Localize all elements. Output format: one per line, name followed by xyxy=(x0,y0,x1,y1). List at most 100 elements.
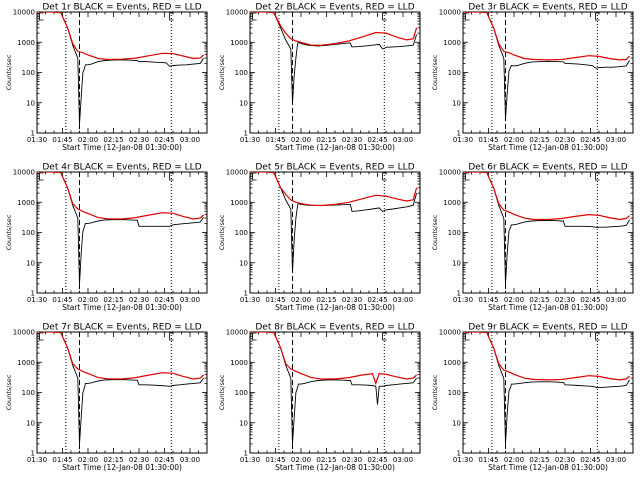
panel-title: Det 3r BLACK = Events, RED = LLD xyxy=(468,3,627,13)
panel-title: Det 2r BLACK = Events, RED = LLD xyxy=(255,3,414,13)
plot-frame xyxy=(36,331,208,454)
events-series-line xyxy=(37,332,204,444)
x-axis-label: Start Time (12-Jan-08 01:30:00) xyxy=(62,303,182,312)
x-tick-label: 02:45 xyxy=(580,136,600,144)
detector-panel-9: Det 9r BLACK = Events, RED = LLD 1 10 100 10… xyxy=(431,323,634,472)
x-tick-label: 02:00 xyxy=(504,456,524,464)
x-tick-label: 02:15 xyxy=(529,296,549,304)
x-tick-label: 02:30 xyxy=(129,296,149,304)
bracket-marker xyxy=(169,332,174,341)
y-tick-label: 1 xyxy=(31,290,35,298)
bracket-marker xyxy=(39,172,44,181)
x-tick-label: 03:00 xyxy=(393,456,413,464)
y-tick-label: 1 xyxy=(244,450,248,458)
bracket-marker xyxy=(382,172,387,181)
x-tick-label: 01:30 xyxy=(240,456,260,464)
lld-series-line xyxy=(463,12,631,61)
x-axis-label: Start Time (12-Jan-08 01:30:00) xyxy=(275,303,395,312)
events-series-line xyxy=(463,332,630,444)
plot-frame xyxy=(462,171,634,294)
x-tick-label: 02:15 xyxy=(316,456,336,464)
x-tick-label: 03:00 xyxy=(180,136,200,144)
panel-title: Det 6r BLACK = Events, RED = LLD xyxy=(468,163,627,173)
x-tick-label: 01:45 xyxy=(478,296,498,304)
y-axis-label: Counts/sec xyxy=(218,374,226,410)
y-tick-label: 10000 xyxy=(439,9,461,17)
x-tick-label: 03:00 xyxy=(606,296,626,304)
x-tick-label: 01:45 xyxy=(265,296,285,304)
x-tick-label: 01:45 xyxy=(52,296,72,304)
plot-frame xyxy=(36,171,208,294)
y-tick-label: 10 xyxy=(452,419,461,427)
y-tick-label: 1000 xyxy=(230,359,248,367)
panel-title: Det 5r BLACK = Events, RED = LLD xyxy=(255,163,414,173)
y-axis-label: Counts/sec xyxy=(218,54,226,90)
x-tick-label: 02:45 xyxy=(580,456,600,464)
lld-series-line xyxy=(250,172,418,207)
y-tick-label: 100 xyxy=(22,389,35,397)
x-tick-label: 01:30 xyxy=(27,456,47,464)
y-tick-label: 1000 xyxy=(230,199,248,207)
bracket-marker xyxy=(595,12,600,21)
x-tick-label: 02:00 xyxy=(291,136,311,144)
detector-panel-8: Det 8r BLACK = Events, RED = LLD 1 10 100 10… xyxy=(218,323,421,472)
panel-title: Det 4r BLACK = Events, RED = LLD xyxy=(42,163,201,173)
panel-title: Det 8r BLACK = Events, RED = LLD xyxy=(255,323,414,333)
detector-panel-5: Det 5r BLACK = Events, RED = LLD 1 10 100 10… xyxy=(218,163,421,312)
bracket-marker xyxy=(382,332,387,341)
y-tick-label: 10 xyxy=(26,99,35,107)
y-tick-label: 10000 xyxy=(13,9,35,17)
x-tick-label: 03:00 xyxy=(606,456,626,464)
events-series-line xyxy=(250,172,418,272)
x-tick-label: 01:30 xyxy=(453,136,473,144)
y-tick-label: 1 xyxy=(244,130,248,138)
x-tick-label: 02:30 xyxy=(342,296,362,304)
x-tick-label: 02:30 xyxy=(129,456,149,464)
panel-title: Det 9r BLACK = Events, RED = LLD xyxy=(468,323,627,333)
y-tick-label: 1000 xyxy=(17,359,35,367)
detector-panel-6: Det 6r BLACK = Events, RED = LLD 1 10 100 10… xyxy=(431,163,634,312)
bracket-marker xyxy=(252,332,257,341)
x-tick-label: 02:45 xyxy=(154,136,174,144)
x-tick-label: 02:15 xyxy=(316,296,336,304)
bracket-marker xyxy=(39,332,44,341)
x-tick-label: 01:30 xyxy=(240,136,260,144)
x-tick-label: 03:00 xyxy=(606,136,626,144)
x-tick-label: 02:15 xyxy=(103,136,123,144)
x-tick-label: 01:45 xyxy=(478,456,498,464)
x-tick-label: 01:45 xyxy=(265,136,285,144)
y-tick-label: 10 xyxy=(239,259,248,267)
x-axis-label: Start Time (12-Jan-08 01:30:00) xyxy=(488,463,608,472)
x-tick-label: 02:15 xyxy=(103,296,123,304)
detector-panel-4: Det 4r BLACK = Events, RED = LLD 1 10 100 10… xyxy=(5,163,208,312)
x-tick-label: 03:00 xyxy=(393,296,413,304)
y-tick-label: 10000 xyxy=(13,169,35,177)
y-tick-label: 10000 xyxy=(439,169,461,177)
y-axis-label: Counts/sec xyxy=(431,54,439,90)
detector-panel-1: Det 1r BLACK = Events, RED = LLD 1 10 100 10… xyxy=(5,3,208,152)
events-series-line xyxy=(250,332,417,444)
x-tick-label: 02:45 xyxy=(367,296,387,304)
x-axis-label: Start Time (12-Jan-08 01:30:00) xyxy=(275,463,395,472)
x-tick-label: 02:30 xyxy=(342,456,362,464)
y-tick-label: 100 xyxy=(235,229,248,237)
x-tick-label: 02:30 xyxy=(555,136,575,144)
bracket-marker xyxy=(39,12,44,21)
plot-frame xyxy=(462,11,634,134)
y-tick-label: 100 xyxy=(448,389,461,397)
x-tick-label: 02:00 xyxy=(504,136,524,144)
y-tick-label: 100 xyxy=(22,229,35,237)
y-tick-label: 10 xyxy=(26,419,35,427)
x-axis-label: Start Time (12-Jan-08 01:30:00) xyxy=(62,143,182,152)
y-tick-label: 1 xyxy=(244,290,248,298)
y-tick-label: 10000 xyxy=(439,329,461,337)
x-tick-label: 03:00 xyxy=(393,136,413,144)
y-axis-label: Counts/sec xyxy=(431,374,439,410)
y-tick-label: 100 xyxy=(22,69,35,77)
x-tick-label: 01:45 xyxy=(478,136,498,144)
y-tick-label: 1000 xyxy=(443,199,461,207)
y-tick-label: 100 xyxy=(448,69,461,77)
panel-title: Det 1r BLACK = Events, RED = LLD xyxy=(42,3,201,13)
lld-series-line xyxy=(37,172,205,220)
